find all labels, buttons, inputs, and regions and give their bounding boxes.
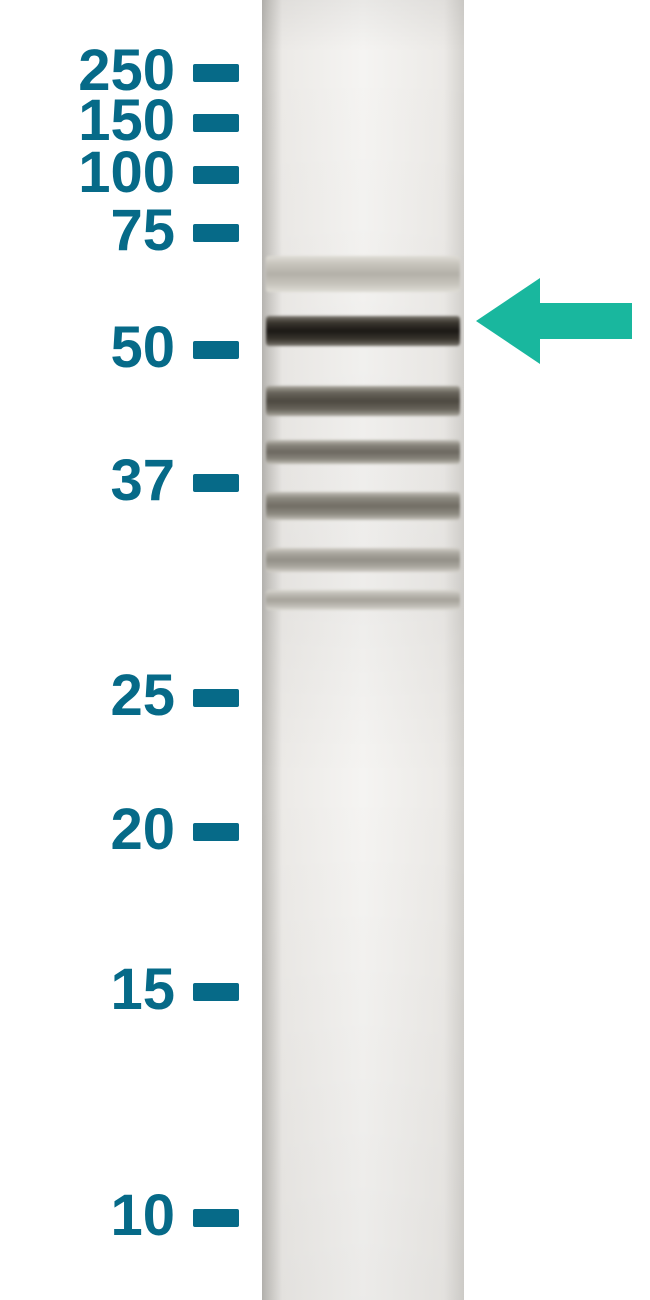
mw-tick-250: [193, 64, 239, 82]
mw-tick-10: [193, 1209, 239, 1227]
mw-label-100: 100: [0, 144, 175, 202]
mw-label-75: 75: [0, 202, 175, 260]
mw-label-10: 10: [0, 1187, 175, 1245]
target-arrow-icon: [476, 273, 642, 369]
mw-tick-15: [193, 983, 239, 1001]
blot-lane: [262, 0, 464, 1300]
mw-label-15: 15: [0, 961, 175, 1019]
mw-label-37: 37: [0, 452, 175, 510]
mw-tick-20: [193, 823, 239, 841]
mw-tick-50: [193, 341, 239, 359]
mw-tick-25: [193, 689, 239, 707]
smear-70kda: [266, 256, 460, 292]
faint-band-33kda: [266, 590, 460, 610]
mw-tick-37: [193, 474, 239, 492]
mw-tick-75: [193, 224, 239, 242]
faint-band-35kda: [266, 548, 460, 572]
mw-label-20: 20: [0, 801, 175, 859]
secondary-band-45kda: [266, 386, 460, 416]
mw-tick-100: [193, 166, 239, 184]
faint-band-41kda: [266, 440, 460, 464]
mw-label-25: 25: [0, 667, 175, 725]
primary-band-52kda: [266, 316, 460, 346]
mw-tick-150: [193, 114, 239, 132]
western-blot-figure: 25015010075503725201510: [0, 0, 650, 1300]
faint-band-38kda: [266, 492, 460, 520]
lane-tone-overlay: [262, 0, 464, 1300]
mw-label-50: 50: [0, 319, 175, 377]
